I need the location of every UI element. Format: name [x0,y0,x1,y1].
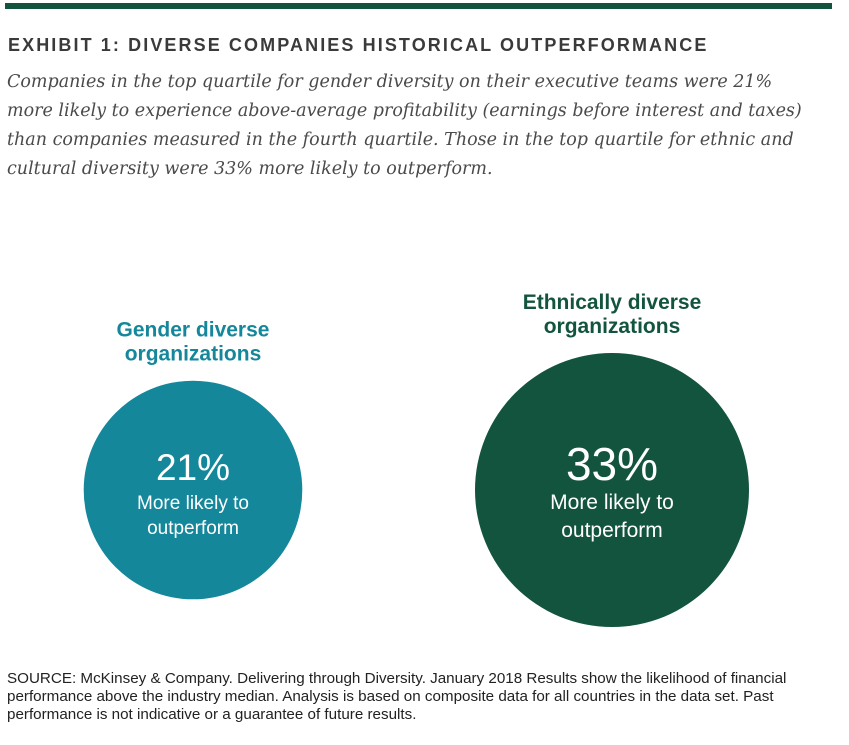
ethnic-category-label: Ethnically diverse [523,291,702,314]
ethnic-description-label: outperform [561,519,663,542]
ethnic-category-label: organizations [544,315,681,338]
gender-description-label: outperform [147,518,239,539]
gender-description-label: More likely to [137,493,249,514]
gender-category-label: Gender diverse [117,319,270,342]
ethnic-bubble [475,353,749,627]
top-rule [5,3,832,9]
gender-category-label: organizations [125,343,262,366]
ethnic-description-label: More likely to [550,491,674,514]
gender-bubble [83,380,303,600]
source-note: SOURCE: McKinsey & Company. Delivering t… [7,670,787,723]
gender-value-label: 21% [156,447,230,488]
exhibit-subtitle: Companies in the top quartile for gender… [7,72,802,179]
ethnic-value-label: 33% [566,438,658,490]
exhibit-title: EXHIBIT 1: DIVERSE COMPANIES HISTORICAL … [8,35,709,55]
